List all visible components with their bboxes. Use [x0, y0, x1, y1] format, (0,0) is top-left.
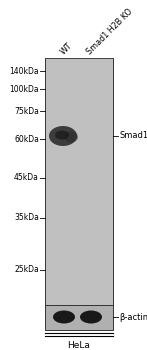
- Text: 140kDa: 140kDa: [9, 66, 39, 76]
- Ellipse shape: [55, 131, 69, 140]
- Ellipse shape: [80, 310, 102, 323]
- Text: HeLa: HeLa: [68, 342, 90, 350]
- Text: 45kDa: 45kDa: [14, 174, 39, 182]
- Text: 75kDa: 75kDa: [14, 106, 39, 116]
- Text: 60kDa: 60kDa: [14, 134, 39, 144]
- Text: Smad1: Smad1: [119, 132, 147, 140]
- Ellipse shape: [64, 132, 78, 142]
- Text: Smad1 H2B KO: Smad1 H2B KO: [85, 7, 134, 56]
- Text: WT: WT: [59, 41, 74, 56]
- Text: 25kDa: 25kDa: [14, 266, 39, 274]
- Ellipse shape: [53, 310, 75, 323]
- Text: 100kDa: 100kDa: [9, 84, 39, 93]
- Text: β-actin: β-actin: [119, 313, 147, 322]
- Ellipse shape: [49, 126, 77, 146]
- Bar: [45, 305, 113, 330]
- Text: 35kDa: 35kDa: [14, 214, 39, 223]
- Bar: [45, 58, 113, 305]
